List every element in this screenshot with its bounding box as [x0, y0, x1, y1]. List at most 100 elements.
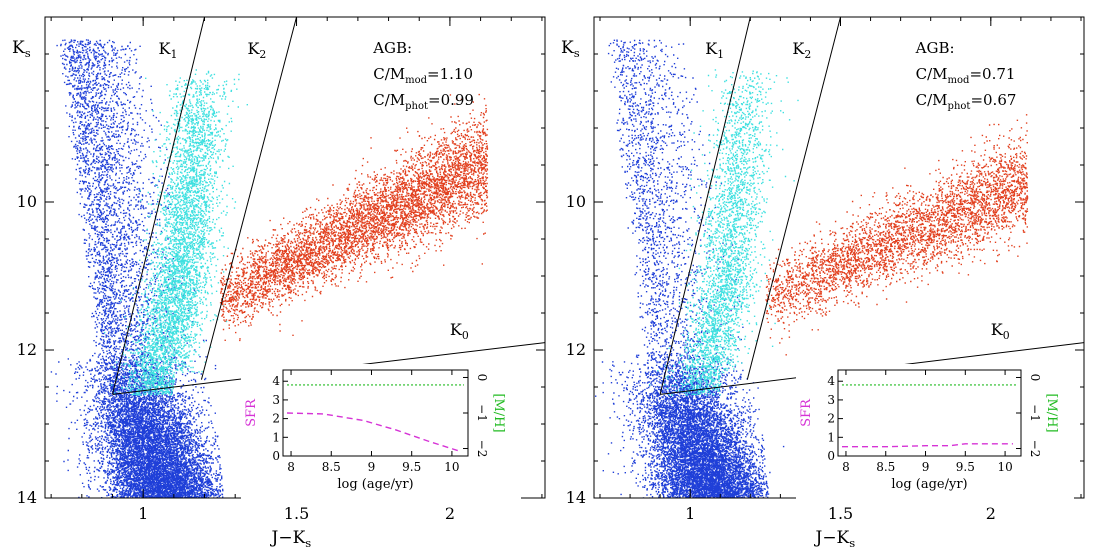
k2-label: K2: [247, 39, 266, 61]
inset-x-label: log (age/yr): [891, 477, 967, 492]
k0-label: K0: [991, 320, 1010, 342]
k1-label: K1: [158, 39, 177, 61]
cm-mod-annotation-sub: mod: [948, 75, 971, 86]
inset-x-tick-label: 8.5: [876, 460, 895, 474]
k0-label-sub: 0: [1003, 329, 1010, 342]
y-tick-label: 10: [566, 192, 586, 211]
inset-y-tick-label: 1: [827, 430, 835, 444]
x-tick-label: 1: [138, 504, 148, 523]
k2-label-main: K: [247, 39, 260, 58]
boundary-line-k1: [111, 17, 205, 395]
cm-phot-annotation-prefix: C/M: [916, 91, 948, 109]
inset-y-tick-label: 3: [827, 393, 835, 407]
x-axis-label-sub: s: [305, 536, 311, 550]
inset-y-tick-label: 0: [827, 449, 835, 463]
cm-phot-annotation-value: =0.67: [970, 91, 1016, 109]
blue-star-points: [50, 39, 224, 498]
inset-frame: [282, 369, 469, 457]
inset-x-tick-label: 9.5: [956, 460, 975, 474]
y-tick-label: 10: [17, 192, 37, 211]
x-tick-label: 1: [685, 504, 695, 523]
inset-y-tick-label: 0: [272, 449, 280, 463]
cyan-star-points: [649, 69, 799, 396]
k0-label-sub: 0: [462, 329, 469, 342]
k1-label-sub: 1: [170, 48, 177, 61]
inset-y-tick-label: 2: [272, 412, 280, 426]
inset-x-tick-label: 8.5: [322, 460, 341, 474]
y-axis-label-sub: s: [25, 46, 31, 60]
k2-label-sub: 2: [259, 48, 266, 61]
inset-mh-label: [M/H]: [491, 393, 506, 432]
inset-x-tick-label: 9: [922, 460, 930, 474]
inset-x-tick-label: 9.5: [402, 460, 421, 474]
x-tick-label: 2: [445, 504, 455, 523]
x-tick-label: 1.5: [828, 504, 853, 523]
y-axis-label-main: K: [561, 38, 574, 58]
cm-mod-annotation-prefix: C/M: [916, 65, 948, 83]
inset-right-tick-label: −1: [1028, 404, 1042, 422]
agb-label: AGB:: [915, 39, 955, 57]
y-axis-label-sub: s: [574, 46, 580, 60]
cm-phot-annotation: C/Mphot=0.99: [373, 91, 474, 112]
y-axis-label: Ks: [561, 38, 580, 60]
y-tick-label: 14: [17, 488, 37, 507]
cm-phot-annotation-value: =0.99: [428, 91, 474, 109]
k1-label-main: K: [158, 39, 171, 58]
red-agb-points: [765, 114, 1029, 356]
cm-mod-annotation-sub: mod: [405, 75, 428, 86]
inset-sfr-label: SFR: [799, 398, 814, 427]
inset-right-tick-label: −2: [1028, 440, 1042, 458]
x-axis-label: J−Ks: [814, 528, 856, 550]
inset-sfr-label: SFR: [244, 398, 259, 427]
cyan-star-points: [104, 69, 248, 396]
inset-y-tick-label: 3: [272, 393, 280, 407]
inset-y-tick-label: 4: [272, 374, 280, 388]
k0-label: K0: [450, 320, 469, 342]
inset-x-tick-label: 8: [842, 460, 850, 474]
cm-mod-annotation-value: =1.10: [427, 65, 473, 83]
cm-phot-annotation: C/Mphot=0.67: [916, 91, 1017, 112]
inset-right-tick-label: 0: [475, 374, 489, 382]
inset-right-tick-label: −2: [475, 440, 489, 458]
inset-right-tick-label: 0: [1028, 374, 1042, 382]
inset-frame: [837, 369, 1022, 457]
x-axis-label-main: J−K: [814, 528, 850, 548]
cm-mod-annotation: C/Mmod=1.10: [373, 65, 473, 86]
boundary-line-k2: [746, 17, 841, 380]
inset-x-tick-label: 10: [444, 460, 459, 474]
k0-label-main: K: [450, 320, 463, 339]
agb-label: AGB:: [372, 39, 412, 57]
cm-phot-annotation-prefix: C/M: [373, 91, 405, 109]
sfr-line: [842, 443, 1013, 448]
inset-y-tick-label: 4: [827, 374, 835, 388]
inset-x-label: log (age/yr): [337, 477, 413, 492]
k2-label: K2: [792, 39, 811, 61]
cm-phot-annotation-sub: phot: [405, 101, 428, 112]
inset-plot: 8 8.5 9 9.5 10 0 1 2 3 4 0 −1 −2 log (age/yr) SFR [M/H]: [796, 364, 1074, 500]
x-tick-label: 1.5: [284, 504, 309, 523]
y-tick-label: 12: [17, 340, 37, 359]
inset-mh-label: [M/H]: [1044, 393, 1059, 432]
cm-mod-annotation-prefix: C/M: [373, 65, 405, 83]
blue-star-points: [595, 39, 785, 498]
cm-mod-annotation-value: =0.71: [969, 65, 1015, 83]
k1-label-sub: 1: [717, 48, 724, 61]
k0-label-main: K: [991, 320, 1004, 339]
y-axis-label: Ks: [12, 38, 31, 60]
inset-x-tick-label: 9: [368, 460, 376, 474]
inset-x-tick-label: 10: [997, 460, 1012, 474]
k2-label-sub: 2: [804, 48, 811, 61]
inset-x-tick-label: 8: [287, 460, 295, 474]
k2-label-main: K: [792, 39, 805, 58]
inset-plot: 8 8.5 9 9.5 10 0 1 2 3 4 0 −1 −2 log (age/yr) SFR [M/H]: [241, 364, 521, 500]
x-axis-label-sub: s: [849, 536, 855, 550]
inset-right-tick-label: −1: [475, 404, 489, 422]
boundary-line-k2: [200, 17, 298, 380]
x-tick-label: 2: [986, 504, 996, 523]
cm-mod-annotation: C/Mmod=0.71: [916, 65, 1016, 86]
y-tick-label: 12: [566, 340, 586, 359]
cm-phot-annotation-sub: phot: [948, 101, 971, 112]
x-axis-label-main: J−K: [270, 528, 306, 548]
